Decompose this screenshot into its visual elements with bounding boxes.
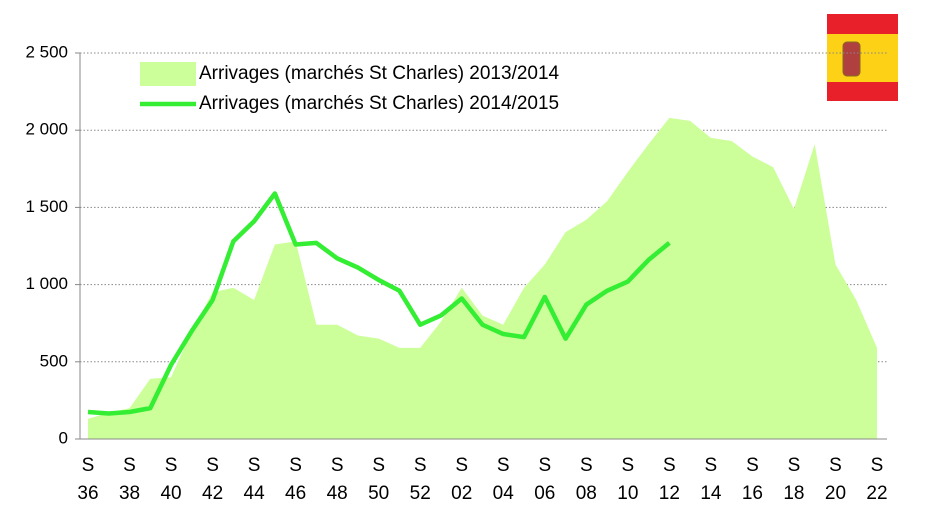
legend-swatch [140,62,196,86]
x-tick-label: S 38 [118,455,141,504]
x-tick-label: S 12 [658,455,680,504]
flag-stripe [827,82,898,101]
area [88,117,877,440]
y-tick-label: 500 [40,351,68,370]
x-tick-label: S 40 [160,455,182,504]
x-tick-label: S 08 [575,455,597,504]
x-tick-label: S 18 [783,455,805,504]
y-tick-label: 1 000 [25,274,68,293]
x-tick-label: S 22 [866,455,888,504]
flag-emblem [842,41,861,77]
x-tick-label: S 42 [202,455,224,504]
x-tick-label: S 44 [243,455,265,504]
line [87,191,671,416]
flag [827,14,898,101]
x-tick-label: S 50 [368,455,390,504]
y-tick-label: 0 [59,428,68,447]
x-tick-label: S 10 [617,455,639,504]
y-tick-label: 2 500 [25,42,68,61]
legend-label: Arrivages (marchés St Charles) 2013/2014 [199,63,560,84]
x-tick-label: S 20 [824,455,847,504]
x-tick-label: S 36 [77,455,99,504]
x-tick-label: S 14 [700,455,722,504]
x-tick-label: S 02 [451,455,473,504]
flag-stripe [827,14,898,34]
x-tick-label: S 52 [409,455,431,504]
y-tick-label: 1 500 [25,197,68,216]
x-tick-label: S 04 [492,455,514,504]
x-tick-label: S 48 [326,455,348,504]
x-tick-label: S 06 [534,455,556,504]
x-tick-label: S 16 [741,455,763,504]
flag-stripe [827,34,898,82]
legend-label: Arrivages (marchés St Charles) 2014/2015 [199,93,559,114]
x-tick-label: S 46 [285,455,307,504]
y-tick-label: 2 000 [25,120,68,139]
